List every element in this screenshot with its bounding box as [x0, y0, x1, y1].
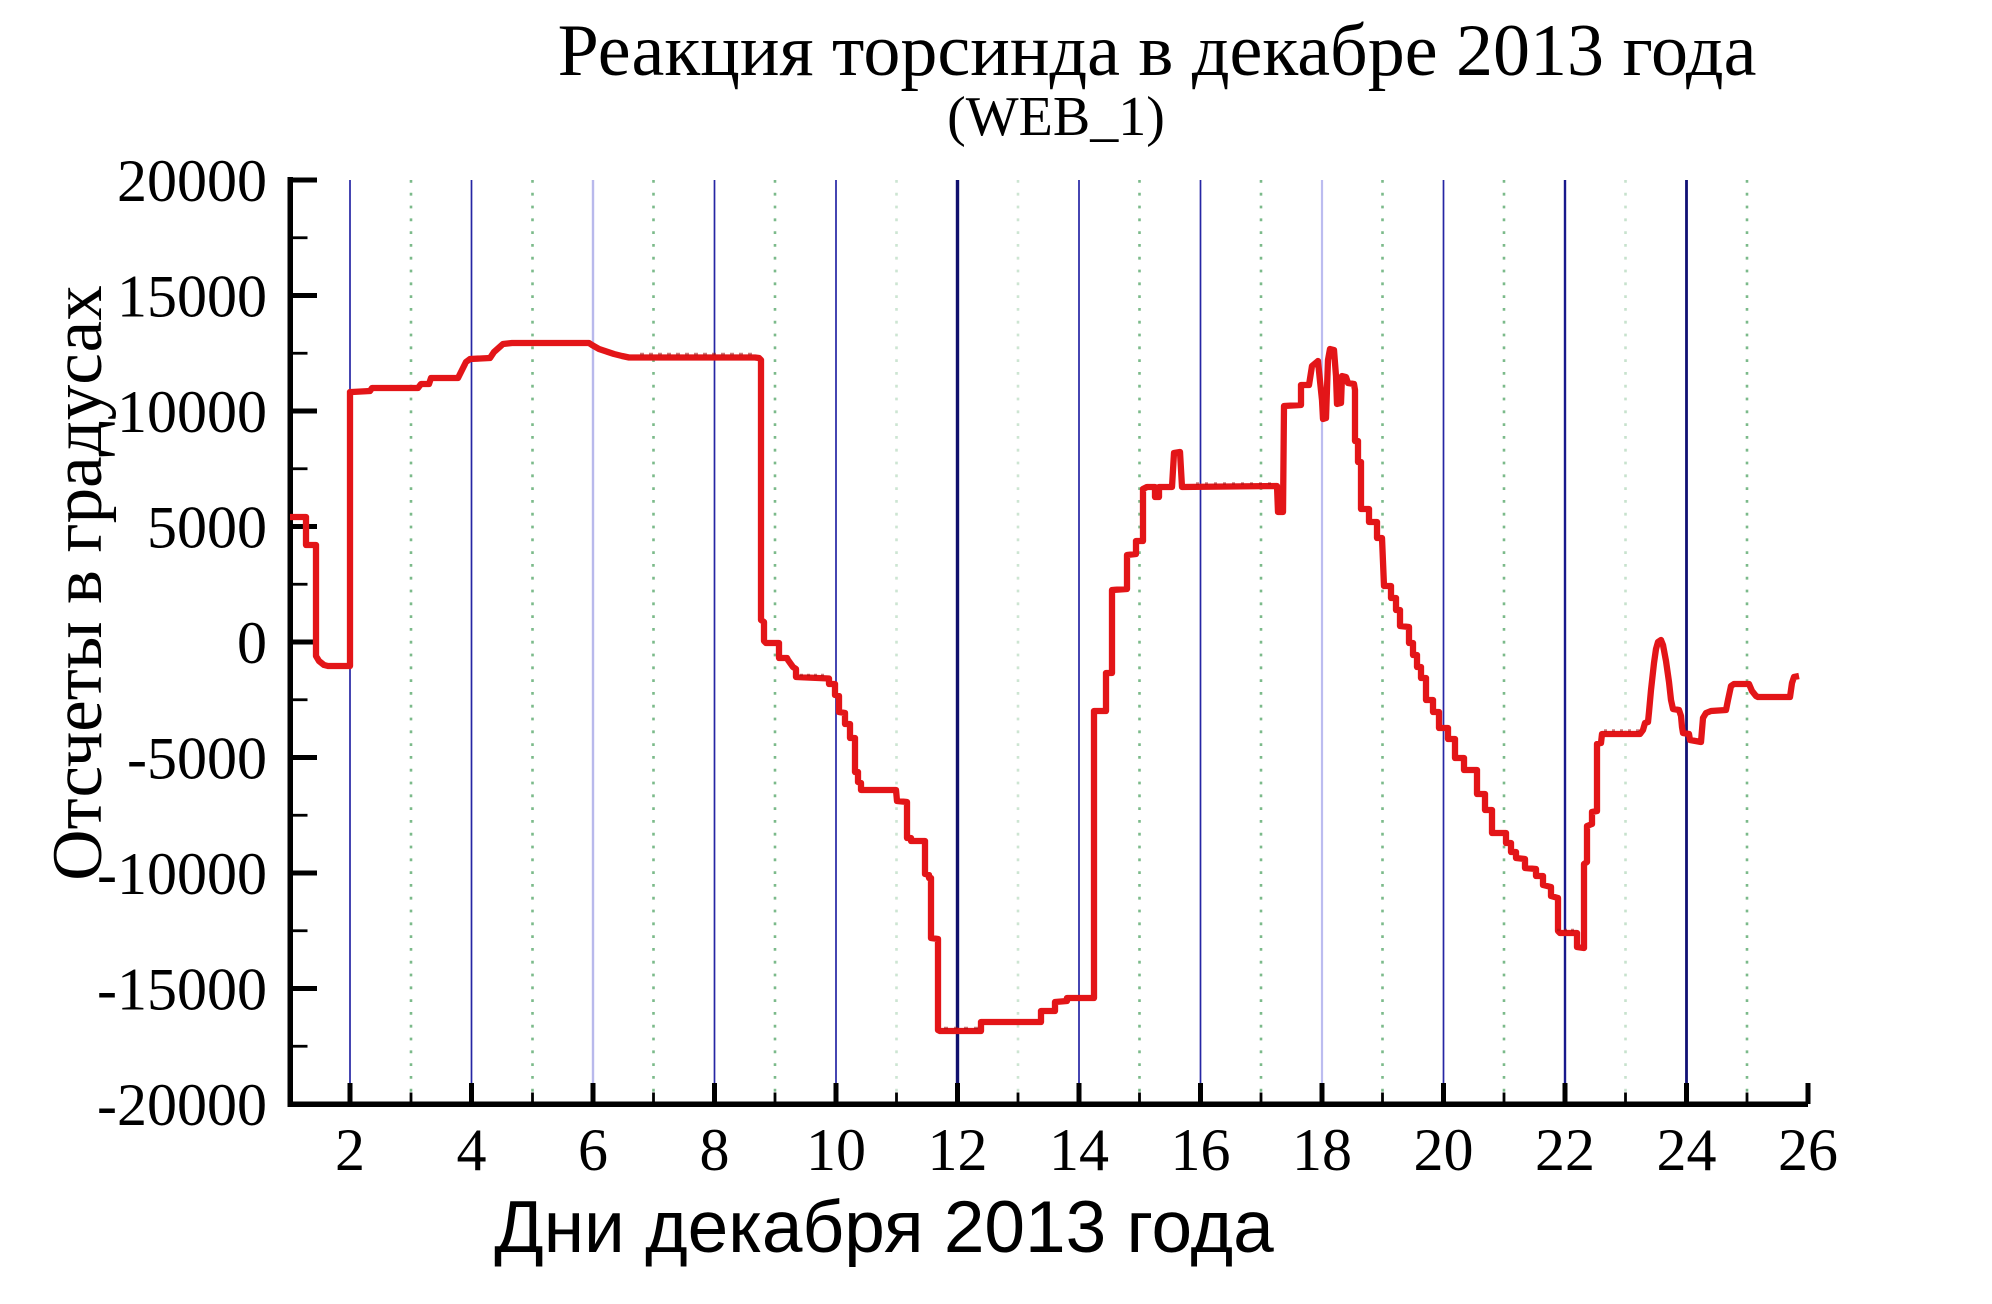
svg-text:Дни декабря 2013 года: Дни декабря 2013 года	[494, 1187, 1274, 1268]
svg-text:14: 14	[1049, 1117, 1109, 1183]
svg-text:24: 24	[1657, 1117, 1717, 1183]
svg-text:Реакция торсинда в декабре 201: Реакция торсинда в декабре 2013 года	[558, 10, 1757, 92]
svg-text:0: 0	[237, 610, 267, 676]
svg-text:12: 12	[928, 1117, 988, 1183]
svg-text:15000: 15000	[117, 264, 267, 330]
svg-text:10: 10	[806, 1117, 866, 1183]
svg-text:26: 26	[1778, 1117, 1838, 1183]
svg-text:-15000: -15000	[97, 957, 267, 1023]
svg-text:20000: 20000	[117, 148, 267, 214]
svg-text:16: 16	[1171, 1117, 1231, 1183]
svg-text:22: 22	[1535, 1117, 1595, 1183]
svg-text:4: 4	[457, 1117, 487, 1183]
svg-text:10000: 10000	[117, 379, 267, 445]
svg-text:-5000: -5000	[127, 726, 267, 792]
svg-text:5000: 5000	[147, 495, 267, 561]
svg-text:6: 6	[578, 1117, 608, 1183]
svg-text:Отсчеты в градусах: Отсчеты в градусах	[39, 285, 117, 880]
svg-text:18: 18	[1292, 1117, 1352, 1183]
svg-text:-10000: -10000	[97, 841, 267, 907]
svg-text:2: 2	[335, 1117, 365, 1183]
svg-text:-20000: -20000	[97, 1072, 267, 1138]
svg-text:8: 8	[700, 1117, 730, 1183]
svg-text:(WEB_1): (WEB_1)	[947, 86, 1165, 148]
svg-text:20: 20	[1414, 1117, 1474, 1183]
